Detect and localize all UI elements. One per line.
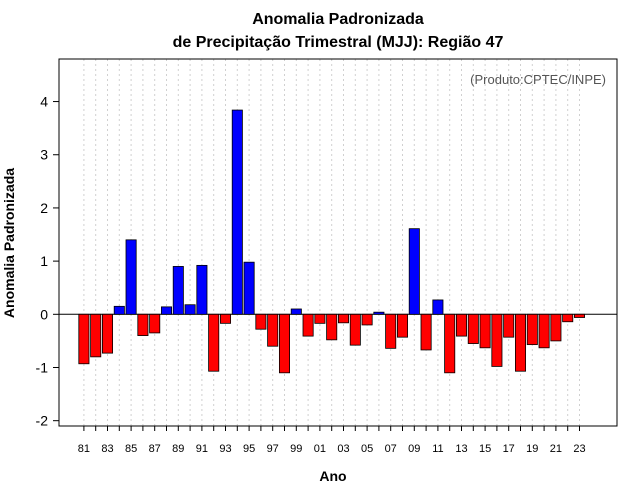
plot-frame [58, 58, 618, 427]
chart-title-line1: Anomalia Padronizada [252, 11, 424, 28]
bar-1999 [290, 308, 302, 315]
x-tick-label: 99 [290, 443, 302, 455]
y-tick-label: 3 [40, 147, 48, 163]
x-tick-label: 21 [550, 443, 562, 455]
bar-2012 [444, 313, 456, 374]
bar-1990 [184, 304, 196, 315]
bar-1995 [243, 261, 255, 315]
x-tick-label: 89 [172, 443, 184, 455]
y-axis-title: Anomalia Padronizada [1, 168, 17, 318]
bar-1983 [102, 313, 114, 354]
bar-1984 [113, 305, 125, 315]
bar-1986 [137, 313, 149, 336]
chart-title-line2: de Precipitação Trimestral (MJJ): Região… [173, 34, 504, 51]
bar-1998 [278, 313, 290, 374]
bar-2013 [455, 313, 467, 337]
x-tick-label: 11 [432, 443, 443, 455]
bar-2023 [574, 313, 586, 318]
bar-2020 [538, 313, 550, 349]
y-tick-label: -1 [36, 359, 49, 375]
bar-2014 [467, 313, 479, 344]
bar-2009 [408, 228, 420, 315]
x-tick-label: 03 [337, 443, 349, 455]
y-tick-label: 0 [40, 306, 48, 322]
x-tick-label: 13 [455, 443, 467, 455]
bar-2007 [385, 313, 397, 349]
bar-2017 [503, 313, 515, 338]
x-tick-label: 07 [385, 443, 397, 455]
x-tick-label: 05 [361, 443, 373, 455]
bar-2003 [337, 313, 349, 324]
x-tick-label: 01 [314, 443, 326, 455]
y-tick-label: -2 [36, 413, 49, 429]
y-tick-label: 4 [40, 94, 48, 110]
bar-2000 [302, 313, 314, 337]
x-tick-label: 09 [408, 443, 420, 455]
x-tick-label: 17 [503, 443, 515, 455]
bar-2016 [491, 313, 503, 367]
x-tick-label: 15 [479, 443, 491, 455]
y-tick-label: 2 [40, 200, 48, 216]
x-tick-label: 87 [149, 443, 161, 455]
bar-2001 [314, 313, 326, 324]
bar-1981 [78, 313, 90, 365]
bar-1985 [125, 239, 137, 315]
bar-2004 [349, 313, 361, 346]
bar-2010 [420, 313, 432, 351]
bar-2019 [526, 313, 538, 346]
x-tick-label: 91 [196, 443, 208, 455]
bar-2021 [550, 313, 562, 342]
bar-1996 [255, 313, 267, 330]
bar-2015 [479, 313, 491, 349]
bar-1993 [219, 313, 231, 324]
bar-2008 [396, 313, 408, 338]
bar-1987 [149, 313, 161, 334]
x-axis-title: Ano [319, 468, 346, 484]
source-annotation: (Produto:CPTEC/INPE) [470, 72, 606, 87]
bar-2002 [326, 313, 338, 341]
bar-1994 [231, 109, 243, 315]
bar-1997 [267, 313, 279, 347]
x-tick-label: 85 [125, 443, 137, 455]
bar-2018 [515, 313, 527, 372]
bar-1991 [196, 264, 208, 315]
x-tick-label: 23 [573, 443, 585, 455]
x-tick-label: 83 [101, 443, 113, 455]
bar-1989 [172, 266, 184, 315]
bar-2011 [432, 299, 444, 315]
bar-1988 [160, 306, 172, 315]
bar-2006 [373, 311, 385, 315]
x-tick-label: 19 [526, 443, 538, 455]
x-tick-label: 93 [219, 443, 231, 455]
bar-2005 [361, 313, 373, 326]
y-tick-label: 1 [40, 253, 48, 269]
x-tick-label: 81 [78, 443, 90, 455]
x-tick-label: 95 [243, 443, 255, 455]
bar-2022 [562, 313, 574, 323]
bar-1992 [208, 313, 220, 372]
bar-1982 [90, 313, 102, 358]
x-tick-label: 97 [267, 443, 279, 455]
